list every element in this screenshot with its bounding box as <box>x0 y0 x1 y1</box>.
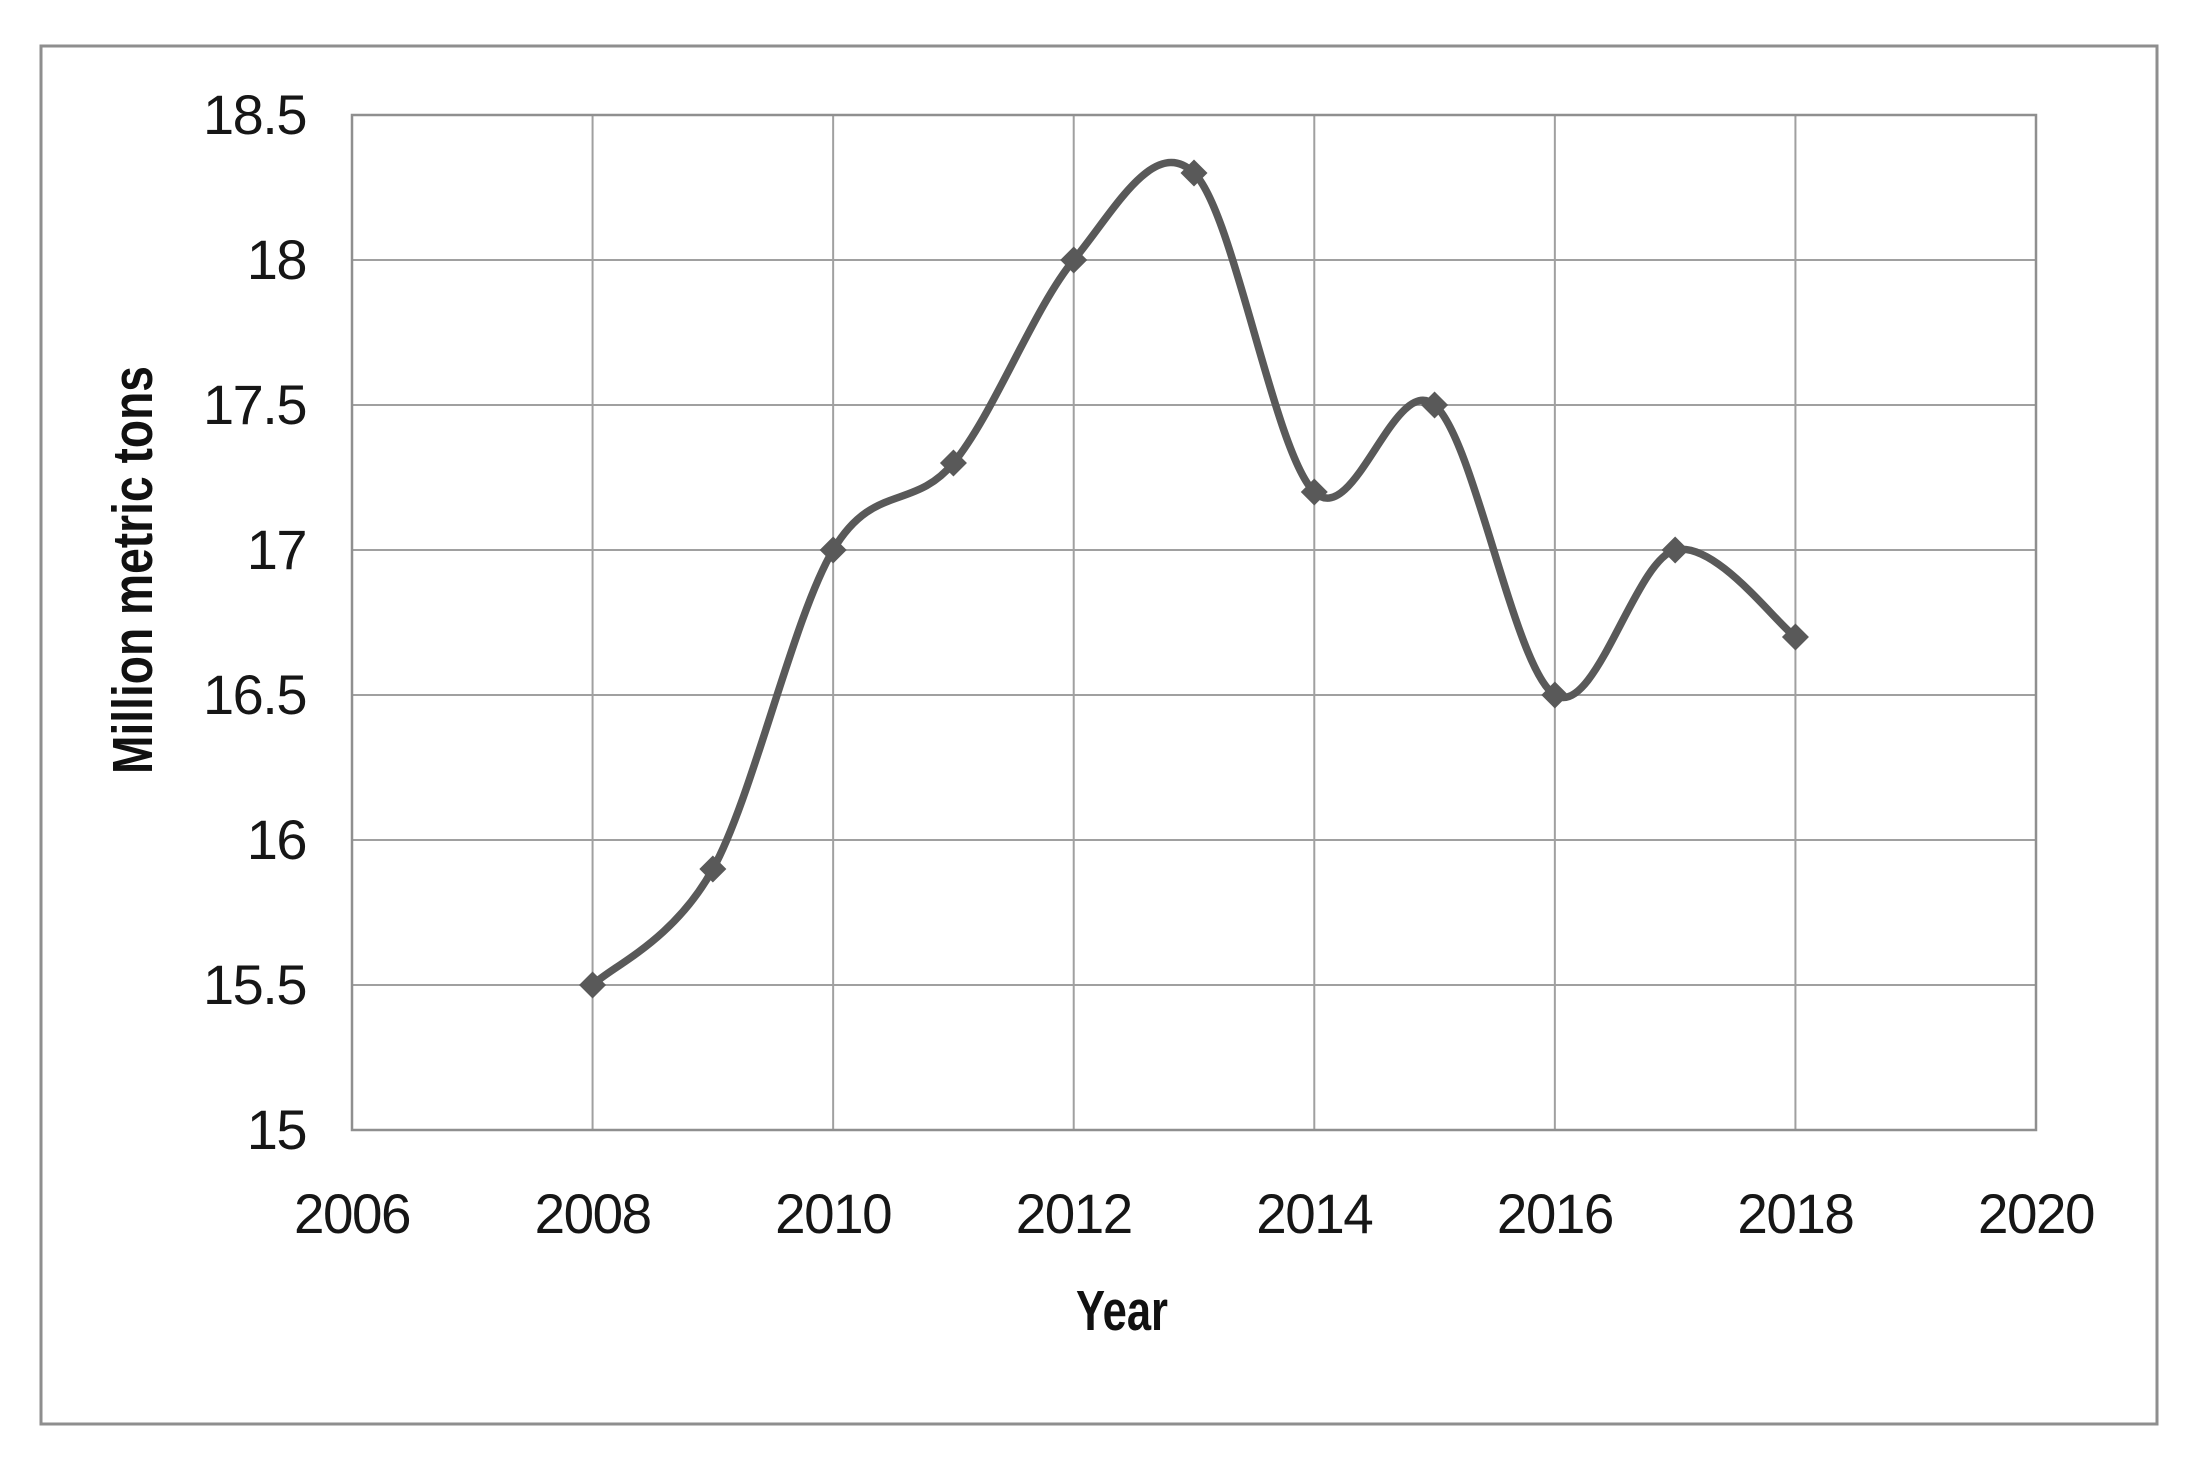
chart-outer-border <box>39 44 2159 1426</box>
x-axis-title: Year <box>1076 1279 1168 1343</box>
x-axis-tick-label: 2006 <box>294 1182 410 1245</box>
plot-area-border <box>350 113 2038 1132</box>
y-axis-tick-label: 15 <box>247 1098 306 1161</box>
y-axis-tick-label: 16 <box>247 808 306 871</box>
x-axis-tick-label: 2020 <box>1978 1182 2094 1245</box>
data-point-marker <box>939 449 967 477</box>
data-point-markers <box>579 159 1809 999</box>
data-point-marker <box>1421 391 1449 419</box>
x-axis-tick-label: 2016 <box>1497 1182 1613 1245</box>
y-axis-tick-label: 16.5 <box>203 663 306 726</box>
data-point-marker <box>819 536 847 564</box>
x-axis-tick-label: 2018 <box>1737 1182 1853 1245</box>
y-axis-tick-label: 15.5 <box>203 953 306 1016</box>
x-axis-tick-label: 2012 <box>1016 1182 1132 1245</box>
data-series-line <box>588 158 1800 989</box>
data-point-marker <box>1180 159 1208 187</box>
y-axis-tick-label: 18.5 <box>203 83 306 146</box>
data-point-marker <box>1661 536 1689 564</box>
data-point-marker <box>699 855 727 883</box>
x-axis-tick-label: 2010 <box>775 1182 891 1245</box>
data-point-marker <box>579 971 607 999</box>
y-axis-tick-label: 18 <box>247 228 306 291</box>
data-point-marker <box>1781 623 1809 651</box>
y-axis-title: Million metric tons <box>101 366 165 774</box>
x-axis-tick-label: 2014 <box>1256 1182 1372 1245</box>
x-axis-tick-labels: 2006 2008 2010 2012 2014 2016 2018 2020 <box>294 1182 2096 1245</box>
y-axis-tick-label: 17 <box>247 518 306 581</box>
x-axis-tick-label: 2008 <box>535 1182 651 1245</box>
data-point-marker <box>1541 681 1569 709</box>
data-point-marker <box>1060 246 1088 274</box>
y-axis-tick-labels: 15 15.5 16 16.5 17 17.5 18 18.5 <box>203 83 308 1161</box>
y-axis-tick-label: 17.5 <box>203 373 306 436</box>
data-point-marker <box>1300 478 1328 506</box>
